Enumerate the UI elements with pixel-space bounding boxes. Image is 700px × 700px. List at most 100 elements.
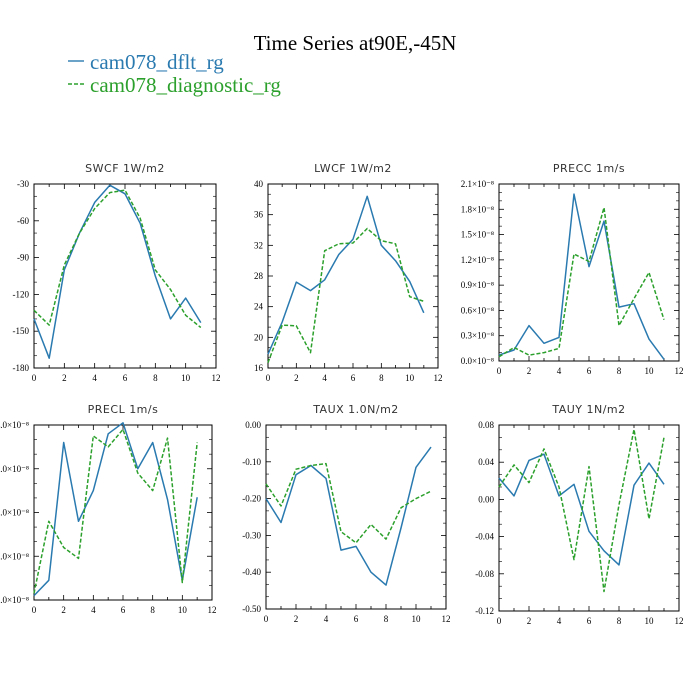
y-tick-label: 3.0×10⁻⁸ (0, 464, 29, 474)
y-tick-label: 1.8×10⁻⁸ (461, 204, 494, 214)
y-tick-label: -90 (17, 253, 29, 263)
x-tick-label: 2 (62, 373, 67, 383)
plot-frame-4 (265, 424, 447, 610)
x-tick-label: 12 (434, 373, 443, 383)
y-tick-label: 2.0×10⁻⁸ (0, 508, 29, 518)
y-tick-label: 0.9×10⁻⁸ (461, 280, 494, 290)
x-tick-label: 10 (405, 373, 415, 383)
y-tick-label: -0.50 (242, 604, 261, 614)
y-tick-label: 24 (254, 302, 264, 312)
panel-title-0: SWCF 1W/m2 (85, 162, 165, 175)
chart-panel-5: TAUY 1N/m2 0 2 4 6 8 10 12 -0.12 -0.08 -0.04 0.00 0.… (475, 403, 683, 626)
y-tick-label: 0.0×10⁻⁸ (461, 356, 494, 366)
x-tick-label: 0 (32, 373, 37, 383)
x-tick-label: 4 (322, 373, 327, 383)
y-tick-label: -180 (13, 363, 30, 373)
x-tick-label: 6 (587, 616, 592, 626)
y-tick-label: 36 (254, 210, 264, 220)
x-tick-label: 0 (266, 373, 271, 383)
y-tick-label: -0.40 (242, 567, 261, 577)
y-tick-label: 2.1×10⁻⁸ (461, 179, 494, 189)
y-tick-label: 16 (254, 363, 264, 373)
y-tick-label: -30 (17, 179, 29, 189)
chart-panel-2: PRECC 1m/s 0 2 4 6 8 10 12 0.0×10⁻⁸ 0.3×10⁻⁸ 0.6×1… (461, 162, 684, 376)
panel-title-4: TAUX 1.0N/m2 (312, 403, 399, 416)
y-tick-label: -120 (13, 289, 30, 299)
x-tick-label: 8 (617, 616, 622, 626)
plot-frame-3 (33, 424, 213, 601)
series-line-dflt (33, 422, 198, 597)
y-tick-label: 0.0×10⁻⁸ (0, 595, 29, 605)
x-tick-label: 0 (32, 605, 37, 615)
figure-legend: cam078_dflt_rg cam078_diagnostic_rg (68, 50, 281, 97)
y-tick-label: 1.5×10⁻⁸ (461, 230, 494, 240)
y-tick-label: 0.00 (478, 494, 494, 504)
x-tick-label: 6 (587, 366, 592, 376)
x-tick-label: 8 (384, 614, 389, 624)
chart-panel-4: TAUX 1.0N/m2 0 2 4 6 8 10 12 -0.50 -0.40 -0.30 -0.2… (242, 403, 450, 624)
y-tick-label: -0.10 (242, 457, 261, 467)
x-tick-label: 4 (324, 614, 329, 624)
y-tick-label: -60 (17, 216, 29, 226)
legend-entry-diagnostic: cam078_diagnostic_rg (68, 73, 281, 97)
y-tick-label: 20 (254, 332, 264, 342)
x-tick-label: 2 (527, 616, 532, 626)
x-tick-label: 8 (379, 373, 384, 383)
plot-frame-1 (267, 183, 439, 369)
x-tick-label: 6 (354, 614, 359, 624)
x-tick-label: 6 (121, 605, 126, 615)
y-tick-label: 40 (254, 179, 264, 189)
series-line-diagnostic (33, 428, 198, 594)
series-line-diagnostic (498, 206, 665, 358)
panel-title-3: PRECL 1m/s (88, 403, 159, 416)
y-tick-label: 32 (254, 240, 263, 250)
legend-label-diagnostic: cam078_diagnostic_rg (90, 73, 281, 97)
x-tick-label: 12 (212, 373, 221, 383)
y-tick-label: 1.0×10⁻⁸ (0, 551, 29, 561)
y-tick-label: -0.20 (242, 494, 261, 504)
series-line-diagnostic (33, 189, 202, 329)
x-tick-label: 0 (497, 616, 502, 626)
y-tick-label: 0.04 (478, 457, 494, 467)
series-line-diagnostic (267, 227, 425, 363)
y-tick-label: -0.30 (242, 530, 261, 540)
legend-label-dflt: cam078_dflt_rg (90, 50, 224, 74)
x-tick-label: 2 (61, 605, 66, 615)
x-tick-label: 10 (178, 605, 188, 615)
x-tick-label: 2 (294, 373, 299, 383)
series-line-dflt (33, 184, 202, 359)
series-line-dflt (265, 446, 432, 586)
legend-entry-dflt: cam078_dflt_rg (68, 50, 224, 74)
y-tick-label: 0.08 (478, 420, 494, 430)
chart-panel-3: PRECL 1m/s 0 2 4 6 8 10 12 0.0×10⁻⁸ 1.0×10⁻⁸ 2.0×1… (0, 403, 217, 615)
series-line-dflt (498, 193, 665, 360)
x-tick-label: 4 (557, 616, 562, 626)
x-tick-label: 0 (264, 614, 269, 624)
y-tick-label: -0.08 (475, 569, 494, 579)
series-line-diagnostic (265, 462, 432, 544)
x-tick-label: 8 (150, 605, 155, 615)
x-tick-label: 12 (675, 366, 684, 376)
x-tick-label: 10 (412, 614, 422, 624)
x-tick-label: 2 (527, 366, 532, 376)
series-line-diagnostic (498, 428, 665, 593)
plot-frame-0 (33, 183, 217, 369)
plot-frame-5 (498, 424, 680, 612)
x-tick-label: 10 (181, 373, 191, 383)
y-tick-label: -150 (13, 326, 30, 336)
x-tick-label: 4 (92, 373, 97, 383)
panel-title-5: TAUY 1N/m2 (551, 403, 625, 416)
x-tick-label: 10 (645, 366, 655, 376)
y-tick-label: 0.6×10⁻⁸ (461, 305, 494, 315)
y-tick-label: 0.00 (245, 420, 261, 430)
y-tick-label: -0.04 (475, 532, 494, 542)
panel-title-2: PRECC 1m/s (553, 162, 625, 175)
x-tick-label: 8 (153, 373, 158, 383)
y-tick-label: 4.0×10⁻⁸ (0, 420, 29, 430)
x-tick-label: 0 (497, 366, 502, 376)
x-tick-label: 6 (351, 373, 356, 383)
y-tick-label: 1.2×10⁻⁸ (461, 255, 494, 265)
x-tick-label: 2 (294, 614, 299, 624)
